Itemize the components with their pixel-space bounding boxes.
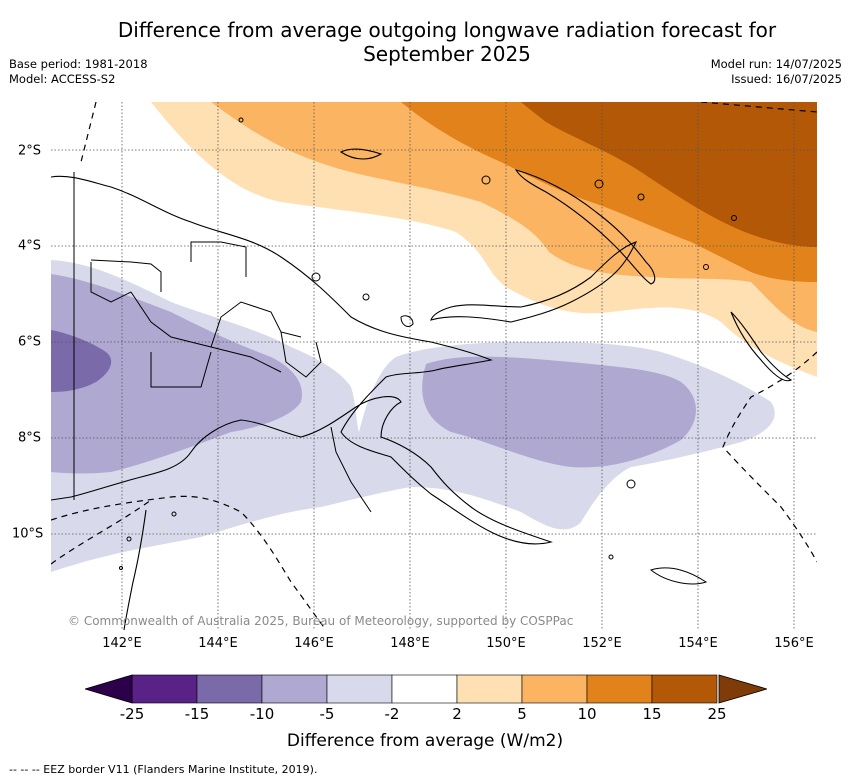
anomaly-band-15-to-25 (521, 102, 817, 247)
colorbar-segment-1 (196, 674, 263, 704)
lat-label-10s: 10°S (12, 526, 44, 542)
eez-border (51, 102, 817, 630)
manus-island-coast (339, 148, 383, 160)
colorbar-extend-high (718, 674, 767, 704)
anomaly-band-minus10-to-minus5 (51, 274, 302, 474)
colorbar-tick-6: 5 (517, 705, 527, 723)
colorbar-segment-8 (651, 674, 718, 704)
colorbar-extend-low (85, 674, 133, 704)
colorbar-title: Difference from average (W/m2) (286, 731, 564, 751)
colorbar-tick-3: -5 (319, 705, 335, 723)
map-title: Difference from average outgoing longwav… (0, 18, 850, 66)
base-period-text: Base period: 1981-2018 (9, 57, 148, 71)
graticule (51, 102, 817, 630)
colorbar-tick-9: 25 (707, 705, 727, 723)
colorbar-segment-4 (391, 674, 458, 704)
new-ireland-coast (514, 169, 656, 285)
colorbar-segment-0 (131, 674, 198, 704)
lat-label-8s: 8°S (18, 430, 42, 446)
eez-footnote: -- -- -- EEZ border V11 (Flanders Marine… (9, 763, 318, 776)
model-run-info: Model run: 14/07/2025 Issued: 16/07/2025 (711, 57, 842, 87)
colorbar-segment-3 (326, 674, 393, 704)
colorbar-segments (131, 674, 718, 704)
lon-label-154: 154°E (678, 636, 718, 651)
lon-label-146: 146°E (294, 636, 334, 651)
cape-york-coast (123, 509, 147, 630)
lat-label-6s: 6°S (18, 334, 42, 350)
bougainville-coast (730, 311, 793, 382)
coastlines (51, 148, 793, 630)
colorbar-tick-5: 2 (452, 705, 462, 723)
lon-label-156: 156°E (774, 636, 814, 651)
colorbar-tick-4: -2 (384, 705, 400, 723)
colorbar-segment-7 (586, 674, 653, 704)
colorbar-segment-2 (261, 674, 328, 704)
anomaly-band-minus15-to-minus10 (51, 330, 112, 392)
colorbar-segment-6 (521, 674, 588, 704)
lon-label-148: 148°E (390, 636, 430, 651)
olr-anomaly-map (51, 102, 817, 630)
small-islands (119, 117, 737, 585)
base-period-info: Base period: 1981-2018 Model: ACCESS-S2 (9, 57, 148, 87)
colorbar-tick-7: 10 (577, 705, 597, 723)
title-line-2: September 2025 (363, 42, 531, 66)
lon-label-152: 152°E (582, 636, 622, 651)
model-run-text: Model run: 14/07/2025 (710, 57, 842, 71)
colorbar-tick-8: 15 (642, 705, 662, 723)
colorbar-tick-1: -15 (184, 705, 210, 723)
title-line-1: Difference from average outgoing longwav… (117, 18, 777, 42)
land-borders (73, 172, 372, 513)
anomaly-band-minus5-to-minus2 (51, 260, 775, 572)
colorbar-tick-0: -25 (119, 705, 145, 723)
lon-label-144: 144°E (198, 636, 238, 651)
copyright-notice: © Commonwealth of Australia 2025, Bureau… (68, 614, 574, 628)
anomaly-band-minus10-to-minus5-east (422, 356, 696, 468)
lat-label-2s: 2°S (18, 143, 42, 159)
lon-label-150: 150°E (486, 636, 526, 651)
lat-label-4s: 4°S (18, 238, 42, 254)
issued-text: Issued: 16/07/2025 (731, 72, 842, 86)
model-text: Model: ACCESS-S2 (9, 72, 116, 86)
new-britain-coast (430, 241, 638, 323)
colorbar-segment-5 (456, 674, 523, 704)
new-guinea-coast (51, 175, 553, 545)
colorbar-tick-2: -10 (249, 705, 275, 723)
colorbar (85, 674, 767, 704)
lon-label-142: 142°E (102, 636, 142, 651)
